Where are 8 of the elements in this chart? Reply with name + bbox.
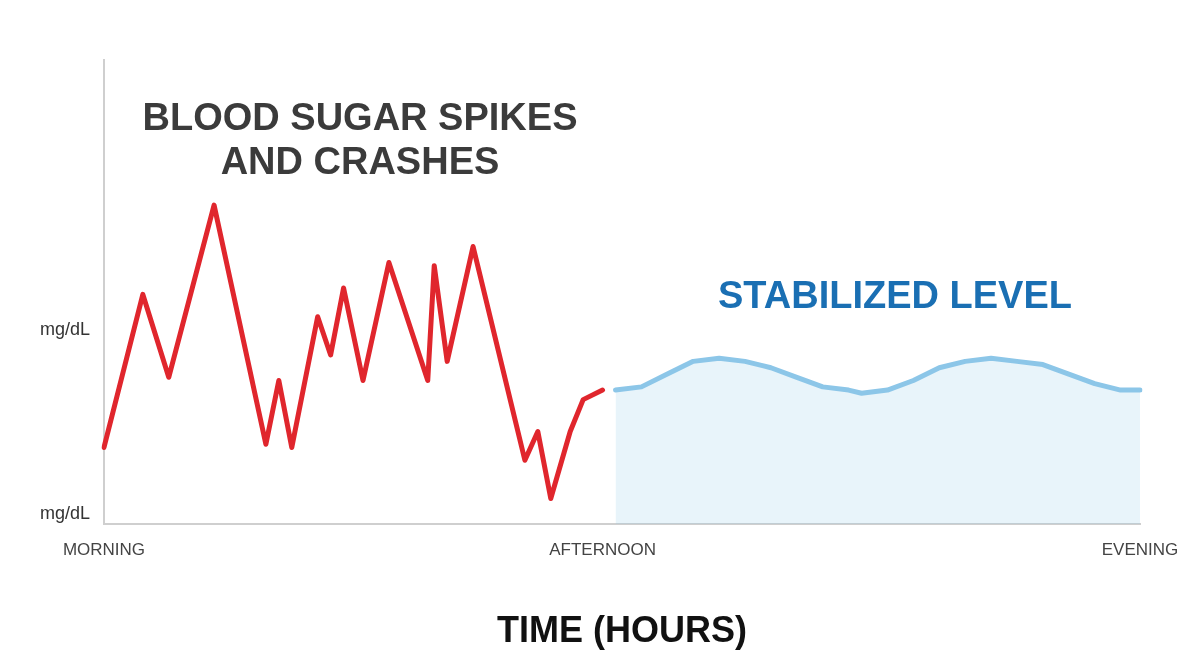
annotation: STABILIZED LEVEL <box>718 274 1072 317</box>
text: mg/dL <box>39 502 90 523</box>
x-axis-title: TIME (HOURS) <box>497 609 747 651</box>
x-tick-label: EVENING <box>1101 539 1179 559</box>
x-tick-label: MORNING <box>62 539 146 559</box>
x-tick-label: AFTERNOON <box>549 539 656 559</box>
text: BLOOD SUGAR SPIKES AND CRASHES <box>142 96 578 183</box>
text: mg/dL <box>39 318 90 339</box>
